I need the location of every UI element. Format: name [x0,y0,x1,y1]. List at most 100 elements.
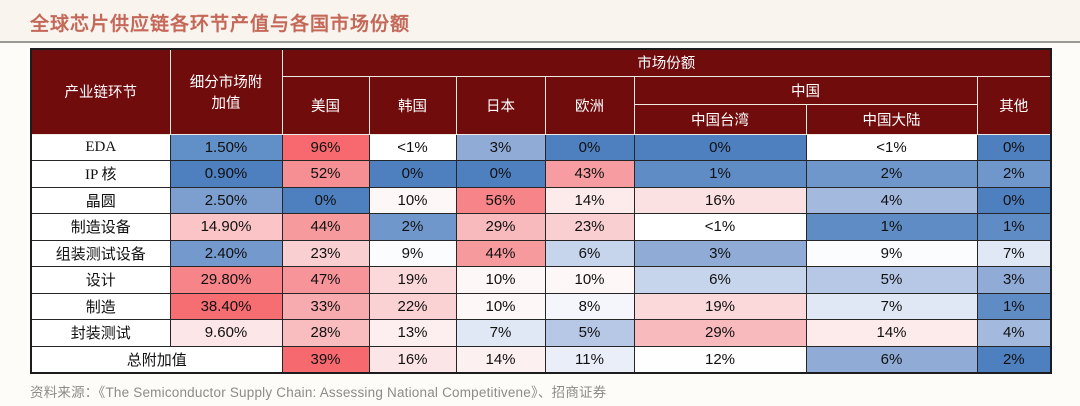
heatmap-cell: <1% [368,133,457,161]
row-label: EDA [30,133,171,161]
heatmap-cell: 2.40% [169,239,283,267]
heatmap-cell: 33% [281,292,370,320]
figure-title-bar: 全球芯片供应链各环节产值与各国市场份额 [0,0,1080,41]
header-europe: 欧洲 [544,75,635,135]
table-header: 产业链环节 细分市场附 加值 市场份额 美国 韩国 日本 欧洲 中国 其他 中国… [30,48,1052,135]
heatmap-cell: 10% [455,266,546,294]
heatmap-cell: 14% [805,319,978,347]
table-row: 封装测试 9.60% 28% 13% 7% 5% 29% 14% 4% [30,319,1052,347]
figure-title: 全球芯片供应链各环节产值与各国市场份额 [30,14,411,35]
row-label: 设计 [30,266,171,294]
heatmap-cell: 5% [805,266,978,294]
heatmap-cell: 2.50% [169,186,283,214]
header-others: 其他 [976,75,1052,135]
table-row: EDA 1.50% 96% <1% 3% 0% 0% <1% 0% [30,133,1052,161]
heatmap-cell: 2% [368,213,457,241]
header-china-taiwan: 中国台湾 [633,103,807,135]
heatmap-cell: 1% [976,292,1052,320]
heatmap-cell: 0% [976,133,1052,161]
table-row: IP 核 0.90% 52% 0% 0% 43% 1% 2% 2% [30,160,1052,188]
heatmap-cell: 52% [281,160,370,188]
heatmap-cell: 43% [544,160,635,188]
heatmap-cell: 9% [805,239,978,267]
heatmap-cell: 1% [805,213,978,241]
heatmap-cell: 5% [544,319,635,347]
header-china: 中国 [633,75,978,105]
heatmap-cell: 29% [633,319,807,347]
table-row: 制造设备 14.90% 44% 2% 29% 23% <1% 1% 1% [30,213,1052,241]
heatmap-cell: 0.90% [169,160,283,188]
heatmap-cell: 19% [633,292,807,320]
heatmap-cell: 10% [368,186,457,214]
table-row: 总附加值 39% 16% 14% 11% 12% 6% 2% [30,345,1052,373]
heatmap-cell: 7% [976,239,1052,267]
header-japan: 日本 [455,75,546,135]
row-label: 制造 [30,292,171,320]
heatmap-cell: 29% [455,213,546,241]
row-label: 总附加值 [30,345,283,373]
table-row: 设计 29.80% 47% 19% 10% 10% 6% 5% 3% [30,266,1052,294]
row-label: 制造设备 [30,213,171,241]
supply-chain-heatmap-table: 产业链环节 细分市场附 加值 市场份额 美国 韩国 日本 欧洲 中国 其他 中国… [30,48,1053,374]
header-industry-segment: 产业链环节 [30,48,171,135]
row-label: IP 核 [30,160,171,188]
row-label: 组装测试设备 [30,239,171,267]
heatmap-cell: 10% [544,266,635,294]
heatmap-cell: 2% [805,160,978,188]
heatmap-cell: 7% [455,319,546,347]
heatmap-cell: 44% [281,213,370,241]
header-value-added: 细分市场附 加值 [169,48,283,135]
heatmap-cell: 3% [455,133,546,161]
title-divider [0,41,1080,43]
heatmap-cell: 16% [368,345,457,373]
heatmap-cell: 16% [633,186,807,214]
heatmap-cell: 44% [455,239,546,267]
heatmap-cell: 1.50% [169,133,283,161]
heatmap-cell: 8% [544,292,635,320]
heatmap-cell: 14% [455,345,546,373]
heatmap-cell: 7% [805,292,978,320]
heatmap-cell: 38.40% [169,292,283,320]
heatmap-cell: 0% [544,133,635,161]
header-usa: 美国 [281,75,370,135]
heatmap-cell: 1% [976,213,1052,241]
heatmap-cell: 56% [455,186,546,214]
heatmap-cell: 0% [976,186,1052,214]
heatmap-cell: 2% [976,160,1052,188]
heatmap-cell: 13% [368,319,457,347]
header-korea: 韩国 [368,75,457,135]
heatmap-cell: 23% [281,239,370,267]
heatmap-cell: 28% [281,319,370,347]
table-body: EDA 1.50% 96% <1% 3% 0% 0% <1% 0% IP 核 0.90% 52% 0% 0… [30,133,1052,373]
heatmap-cell: <1% [633,213,807,241]
heatmap-cell: 14% [544,186,635,214]
table-row: 制造 38.40% 33% 22% 10% 8% 19% 7% 1% [30,292,1052,320]
heatmap-cell: 4% [805,186,978,214]
heatmap-cell: 29.80% [169,266,283,294]
heatmap-cell: 23% [544,213,635,241]
heatmap-cell: 9% [368,239,457,267]
heatmap-cell: 39% [281,345,370,373]
heatmap-cell: 4% [976,319,1052,347]
heatmap-cell: 11% [544,345,635,373]
heatmap-cell: 96% [281,133,370,161]
table-row: 组装测试设备 2.40% 23% 9% 44% 6% 3% 9% 7% [30,239,1052,267]
heatmap-cell: 6% [544,239,635,267]
heatmap-cell: 0% [281,186,370,214]
source-note: 资料来源：《The Semiconductor Supply Chain: As… [30,385,607,400]
heatmap-cell: <1% [805,133,978,161]
row-label: 封装测试 [30,319,171,347]
heatmap-cell: 6% [633,266,807,294]
heatmap-cell: 47% [281,266,370,294]
header-market-share: 市场份额 [281,48,1052,77]
heatmap-cell: 6% [805,345,978,373]
table-row: 晶圆 2.50% 0% 10% 56% 14% 16% 4% 0% [30,186,1052,214]
heatmap-cell: 0% [455,160,546,188]
heatmap-cell: 14.90% [169,213,283,241]
heatmap-cell: 0% [633,133,807,161]
heatmap-cell: 22% [368,292,457,320]
heatmap-cell: 0% [368,160,457,188]
heatmap-cell: 19% [368,266,457,294]
heatmap-cell: 10% [455,292,546,320]
